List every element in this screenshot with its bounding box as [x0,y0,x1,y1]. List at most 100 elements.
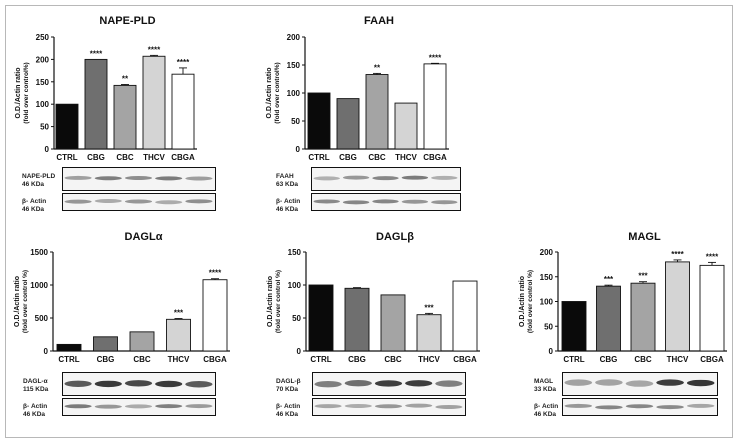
figure-frame [5,5,733,438]
blot-band [124,176,153,181]
blot-band [94,380,122,388]
x-tick-label-cbc: CBC [368,153,386,162]
blot-target-label: DAGL-β [276,378,301,385]
significance-label: **** [706,252,719,261]
y-tick-label: 100 [36,100,50,109]
blot-band [185,176,213,181]
x-tick-label-ctrl: CTRL [56,153,77,162]
blot-band [435,380,463,387]
significance-label: **** [671,250,684,259]
significance-label: *** [638,272,648,281]
chart-title: DAGLα [125,231,163,243]
y-tick-label: 100 [540,298,554,307]
blot-actin-label: β- Actin [22,198,47,205]
blot-band [344,380,372,387]
bar-cbga [202,279,228,352]
blot-band [686,379,715,387]
blot-band [595,405,623,410]
blot-band [313,199,340,204]
blot-band [314,404,342,409]
y-tick-label: 50 [40,123,49,132]
significance-label: **** [429,53,442,62]
bar-cbg [93,336,118,352]
blot-band [431,175,458,180]
y-tick-label: 150 [287,61,301,70]
x-tick-label-cbc: CBC [384,355,402,364]
x-tick-label-thcv: THCV [667,355,689,364]
blot-band [94,176,122,181]
blot-band [564,379,593,386]
significance-label: *** [604,275,614,284]
bar-cbga [452,280,478,352]
y-axis-label-units: (fold over control %) [275,270,282,333]
x-tick-label-thcv: THCV [395,153,417,162]
chart-title: FAAH [364,15,394,27]
y-axis-label: O.D./Actin ratio [519,276,526,327]
x-tick-label-ctrl: CTRL [563,355,584,364]
blot-actin-kda: 46 KDa [276,411,299,418]
blot-band [155,404,183,409]
y-tick-label: 200 [287,33,301,42]
significance-label: **** [177,58,190,67]
significance-label: **** [148,45,161,54]
chart-title: NAPE-PLD [99,15,155,27]
x-tick-label-thcv: THCV [168,355,190,364]
x-tick-label-cbc: CBC [634,355,652,364]
x-tick-label-cbg: CBG [339,153,357,162]
x-tick-label-cbg: CBG [348,355,366,364]
bar-cbga [423,63,447,150]
x-tick-label-ctrl: CTRL [310,355,331,364]
blot-target-kda: 115 KDa [23,386,49,393]
blot-strip-target [562,372,718,396]
blot-band [124,404,153,409]
y-tick-label: 0 [549,347,554,356]
blot-band [185,404,213,409]
y-tick-label: 1000 [30,281,48,290]
blot-target-kda: 70 KDa [276,386,299,393]
bar-cbc [113,84,137,150]
x-tick-label-cbg: CBG [87,153,105,162]
blot-target-kda: 63 KDa [276,181,299,188]
blot-band [686,403,715,408]
x-tick-label-cbga: CBGA [453,355,477,364]
blot-target-label: DAGL-α [23,378,48,385]
bar-thcv [166,318,191,352]
blot-band [625,404,654,409]
blot-band [656,379,684,386]
blot-band [64,175,92,180]
blot-band [155,176,183,181]
x-tick-label-cbga: CBGA [203,355,227,364]
bar-ctrl [307,92,331,150]
blot-band [401,175,429,180]
y-axis-label: O.D./Actin ratio [266,68,273,119]
y-tick-label: 200 [36,55,50,64]
blot-strip-actin [312,398,466,416]
significance-label: ** [122,74,129,83]
bar-ctrl [55,103,79,150]
blot-target-kda: 33 KDa [534,386,557,393]
blot-band [344,403,372,408]
y-tick-label: 1500 [30,248,48,257]
blot-band [155,380,183,388]
x-tick-label-cbc: CBC [116,153,134,162]
y-tick-label: 100 [287,89,301,98]
bar-cbc [129,331,155,352]
y-tick-label: 0 [296,145,301,154]
significance-label: *** [174,309,184,318]
blot-target-label: FAAH [276,173,294,180]
blot-band [374,404,403,409]
bar-cbg [344,287,370,352]
blot-band [625,380,654,387]
x-tick-label-cbc: CBC [133,355,151,364]
blot-band [64,199,92,204]
y-axis-label-units: (fold over control%) [274,62,281,123]
x-tick-label-cbga: CBGA [700,355,724,364]
blot-band [372,199,399,204]
blot-band [64,380,92,387]
y-axis-label: O.D./Actin ratio [14,276,21,327]
x-tick-label-cbg: CBG [97,355,115,364]
blot-band [124,380,153,387]
y-axis-label-units: (fold over control%) [23,62,30,123]
blot-target-label: NAPE-PLD [22,173,56,180]
blot-strip-actin [311,193,461,211]
